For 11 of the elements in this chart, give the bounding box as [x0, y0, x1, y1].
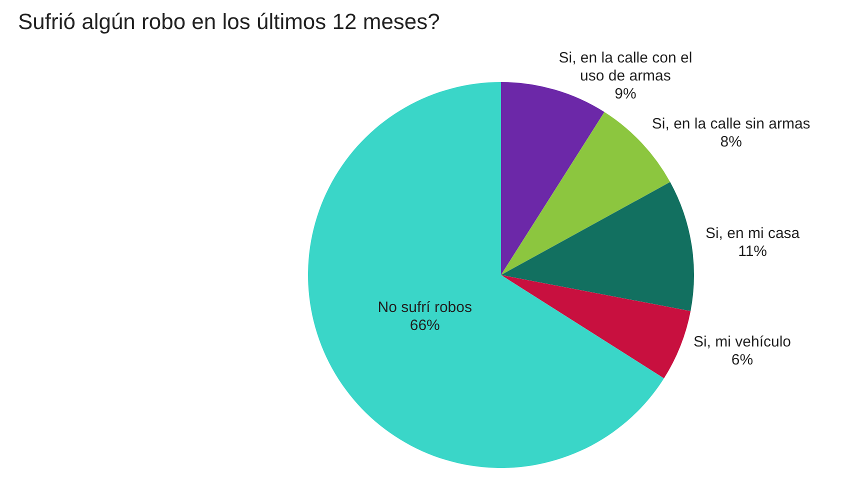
- slice-label: Si, mi vehículo: [693, 333, 792, 350]
- slice-label: Si, en la calle sin armas: [652, 115, 810, 132]
- data-label: 66%: [410, 316, 440, 334]
- slice-label: Si, en mi casa: [705, 224, 800, 242]
- chart-title: Sufrió algún robo en los últimos 12 meses?: [17, 8, 441, 36]
- data-label: 8%: [720, 133, 742, 150]
- data-label: 9%: [614, 85, 636, 102]
- slice-label: Si, en la calle con el uso de armas: [558, 49, 692, 84]
- data-label: 11%: [738, 242, 768, 260]
- data-label: 6%: [731, 351, 754, 368]
- slice-label: No sufrí robos: [378, 298, 472, 316]
